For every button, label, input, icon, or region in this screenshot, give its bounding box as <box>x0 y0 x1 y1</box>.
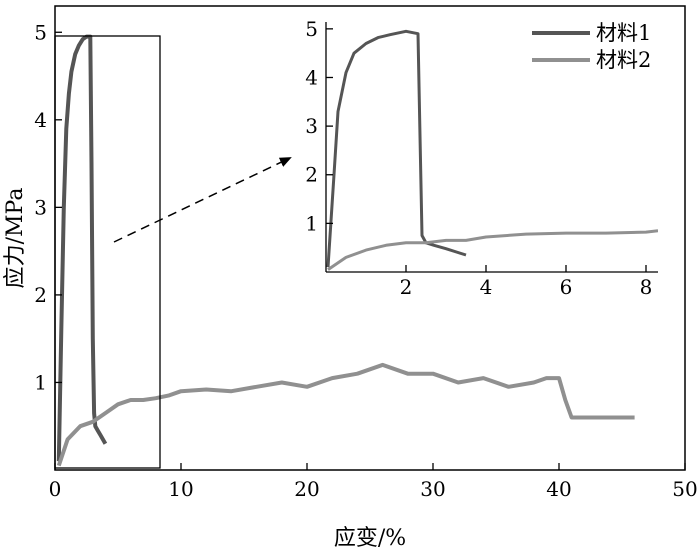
inset-x-tick-label: 2 <box>400 275 413 299</box>
main-x-tick-label: 0 <box>49 477 62 501</box>
main-y-tick-label: 2 <box>34 283 47 307</box>
inset-y-tick-label: 1 <box>305 211 318 235</box>
inset-y-tick-label: 3 <box>305 114 318 138</box>
main-series-line-2 <box>56 362 635 467</box>
main-y-tick-label: 4 <box>34 108 47 132</box>
zoom-arrow <box>113 157 292 243</box>
main-x-tick-label: 10 <box>168 477 193 501</box>
main-series-line-1 <box>56 34 108 462</box>
inset-y-tick-label: 4 <box>305 65 318 89</box>
inset-plot-background <box>326 24 658 272</box>
main-x-tick-label: 30 <box>420 477 445 501</box>
legend-label-material-2: 材料2 <box>596 48 651 72</box>
inset-x-tick-label: 6 <box>560 275 573 299</box>
inset-x-axis: 2 4 6 8 <box>400 265 653 299</box>
main-x-tick-label: 50 <box>672 477 697 501</box>
zoom-region-box <box>54 35 161 469</box>
main-y-tick-label: 5 <box>34 20 47 44</box>
y-axis-title: 应力/MPa <box>3 188 28 289</box>
inset-x-tick-label: 4 <box>480 275 493 299</box>
main-x-tick-label: 40 <box>546 477 571 501</box>
main-x-axis: 0 10 20 30 40 50 <box>49 463 698 501</box>
main-y-tick-label: 3 <box>34 195 47 219</box>
x-axis-title: 应变/% <box>334 526 406 551</box>
inset-series-group <box>326 29 658 271</box>
inset-series-line-2 <box>327 229 658 271</box>
inset-y-tick-label: 2 <box>305 163 318 187</box>
legend-label-material-1: 材料1 <box>596 21 651 45</box>
inset-y-axis: 1 2 3 4 5 <box>305 17 333 235</box>
inset-series-line-1 <box>326 29 467 268</box>
main-x-tick-label: 20 <box>294 477 319 501</box>
inset-y-tick-label: 5 <box>305 17 318 41</box>
inset-x-tick-label: 8 <box>640 275 653 299</box>
legend: 材料1 材料2 <box>532 21 651 72</box>
main-y-tick-label: 1 <box>34 370 47 394</box>
main-y-axis: 1 2 3 4 5 <box>34 20 62 394</box>
